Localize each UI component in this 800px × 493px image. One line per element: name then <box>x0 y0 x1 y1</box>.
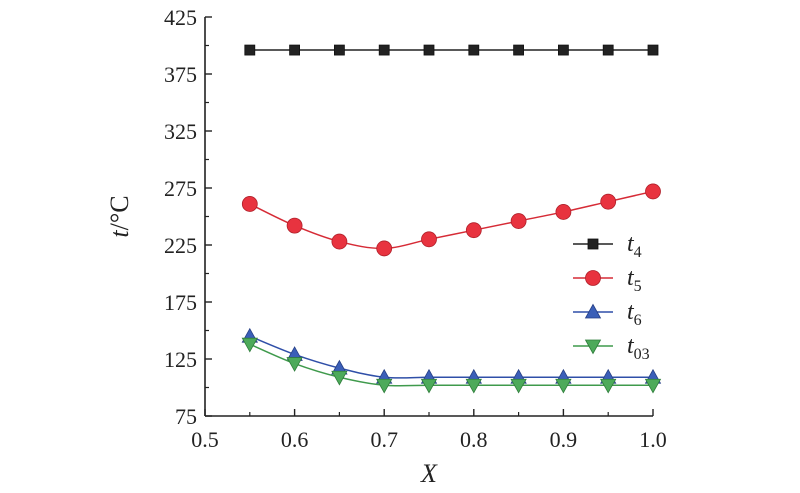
data-point-circle <box>286 217 303 234</box>
legend-item-t5: t5 <box>573 265 642 295</box>
data-point-square <box>378 44 390 56</box>
data-point-triangle-down <box>584 339 602 355</box>
data-point-triangle-up <box>584 303 602 319</box>
y-axis-title-unit: /°C <box>105 195 134 230</box>
data-point-triangle-down <box>331 370 348 386</box>
data-point-circle <box>600 193 617 210</box>
data-point-circle <box>241 196 258 212</box>
series-t4 <box>244 44 659 56</box>
data-point-square <box>468 44 480 56</box>
data-point-triangle-down <box>465 378 482 394</box>
series-line-t03 <box>249 343 653 387</box>
series-t6 <box>241 327 662 384</box>
data-point-triangle-down <box>510 378 527 394</box>
x-tick-label: 0.9 <box>550 427 578 452</box>
data-point-circle <box>331 233 348 250</box>
legend-label-base: t <box>627 231 635 257</box>
x-tick-label: 0.6 <box>281 427 309 452</box>
y-tick-label: 375 <box>164 62 197 87</box>
x-tick-label: 1.0 <box>639 427 667 452</box>
data-point-square <box>333 44 345 56</box>
data-point-circle <box>585 270 601 286</box>
data-point-square <box>558 44 569 56</box>
legend-label-subscript: 03 <box>634 346 650 363</box>
data-point-circle <box>645 183 661 200</box>
data-point-square <box>602 44 614 56</box>
data-point-square <box>587 238 599 250</box>
y-tick-label: 275 <box>164 176 197 201</box>
legend-label: t03 <box>627 333 650 363</box>
x-tick-label: 0.5 <box>191 427 219 452</box>
data-point-circle <box>421 231 437 248</box>
data-point-triangle-down <box>644 378 662 394</box>
x-tick-label: 0.7 <box>370 427 398 452</box>
legend-label-base: t <box>627 265 635 291</box>
data-point-triangle-down <box>286 357 303 372</box>
data-point-triangle-down <box>420 378 438 394</box>
data-point-circle <box>555 204 572 220</box>
legend-item-t6: t6 <box>573 299 642 329</box>
data-point-circle <box>510 213 527 229</box>
legend-label: t5 <box>627 265 642 295</box>
legend-label-base: t <box>627 299 635 325</box>
data-point-square <box>647 44 659 56</box>
axes: 0.5 0.6 0.7 0.8 0.9 1.0 75 125 175 225 275 325 375 42… <box>105 5 667 488</box>
legend-label-subscript: 6 <box>634 312 642 329</box>
legend-item-t4: t4 <box>573 231 642 261</box>
data-point-triangle-down <box>376 378 393 394</box>
data-point-circle <box>376 240 393 257</box>
data-point-triangle-down <box>241 337 258 353</box>
y-tick-label: 125 <box>164 347 197 372</box>
series-t03 <box>241 337 662 394</box>
x-axis-title: X <box>420 459 438 488</box>
legend-label-base: t <box>627 333 635 359</box>
y-tick-label: 225 <box>164 233 197 258</box>
legend-label-subscript: 5 <box>634 278 642 295</box>
series-line-t6 <box>249 335 653 379</box>
legend-item-t03: t03 <box>573 333 650 363</box>
data-point-square <box>423 44 435 56</box>
y-tick-label: 425 <box>164 5 197 30</box>
series-t5 <box>241 183 661 257</box>
x-tick-label: 0.8 <box>460 427 488 452</box>
data-point-circle <box>465 222 482 239</box>
y-tick-label: 325 <box>164 119 197 144</box>
data-point-square <box>513 44 524 56</box>
data-point-triangle-down <box>555 378 572 394</box>
y-tick-label: 75 <box>175 404 197 429</box>
series-line-t5 <box>249 190 654 250</box>
series-layer <box>241 44 662 394</box>
legend-label: t4 <box>627 231 642 261</box>
y-axis-title: t/°C <box>105 195 134 237</box>
y-tick-label: 175 <box>164 290 197 315</box>
legend-label: t6 <box>627 299 642 329</box>
data-point-square <box>244 44 256 56</box>
y-axis-title-variable: t <box>105 230 134 238</box>
legend-label-subscript: 4 <box>634 244 642 261</box>
data-point-triangle-down <box>600 378 617 394</box>
data-point-square <box>289 44 301 56</box>
